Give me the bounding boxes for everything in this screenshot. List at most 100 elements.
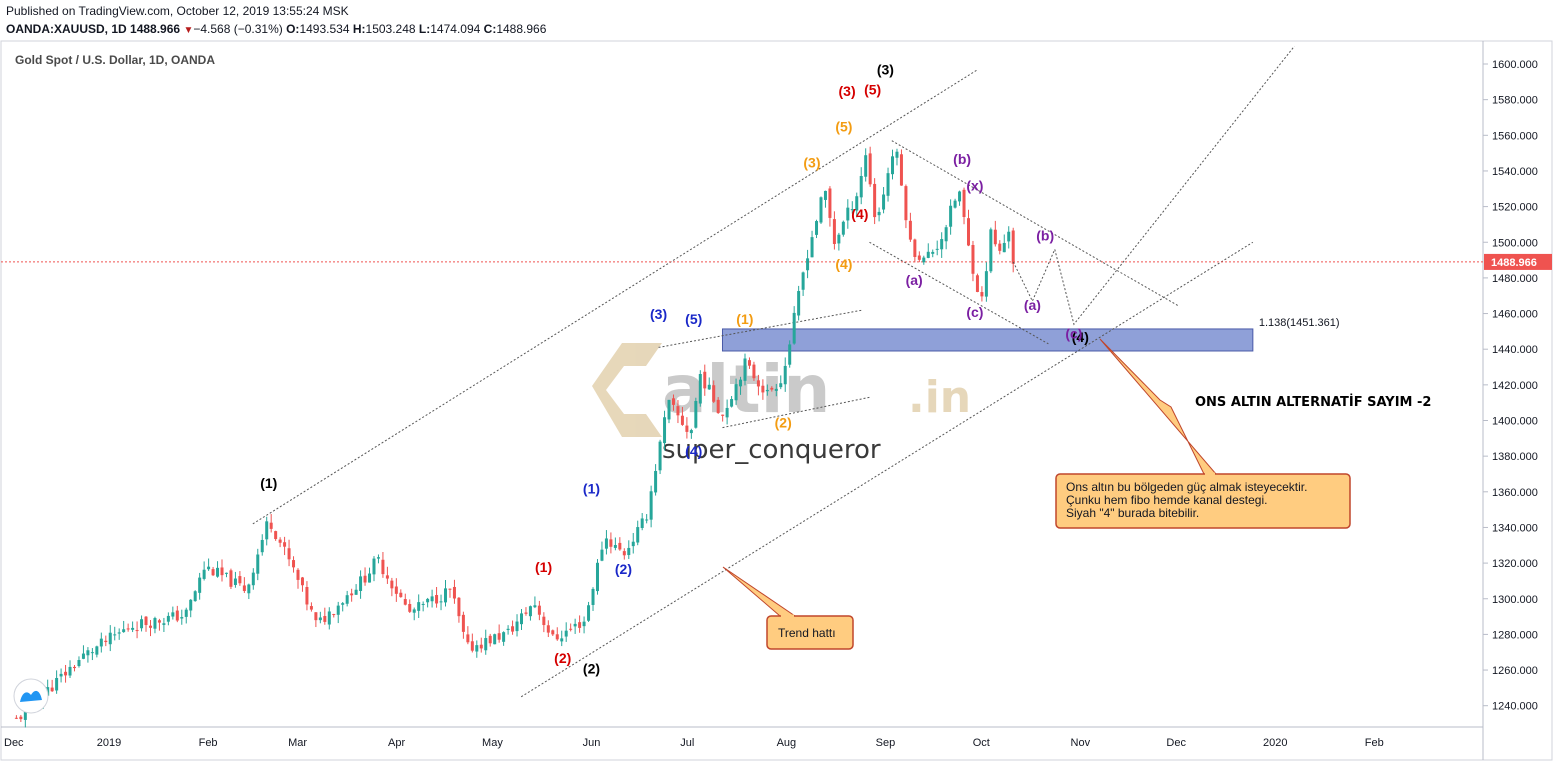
candle-body xyxy=(497,633,501,640)
candle-body xyxy=(926,251,930,258)
candle-body xyxy=(913,239,917,257)
candle-body xyxy=(756,380,760,387)
candle-body xyxy=(788,344,792,365)
candle-body xyxy=(806,258,810,271)
y-tick-label: 1280.000 xyxy=(1492,629,1538,641)
open-label: O: xyxy=(286,22,300,36)
pane-title: Gold Spot / U.S. Dollar, 1D, OANDA xyxy=(15,53,215,67)
wave-label: (4) xyxy=(685,443,702,459)
candle-body xyxy=(582,621,586,627)
wave-label: (1) xyxy=(736,311,753,327)
candle-body xyxy=(801,272,805,290)
wave-label: (3) xyxy=(877,62,894,78)
candle-body xyxy=(108,632,112,645)
candle-body xyxy=(774,388,778,391)
wave-label: (5) xyxy=(835,119,852,135)
fib-support-zone xyxy=(721,328,1254,352)
x-tick-label: Jun xyxy=(583,737,601,749)
candle-body xyxy=(484,638,488,651)
candle-body xyxy=(23,707,27,720)
candle-body xyxy=(502,632,506,642)
y-tick-label: 1480.000 xyxy=(1492,273,1538,285)
candle-body xyxy=(899,154,903,186)
candle-body xyxy=(461,614,465,632)
candle-body xyxy=(300,577,304,586)
candle-body xyxy=(117,632,121,634)
candle-body xyxy=(198,577,202,593)
trend-callout-text: Trend hattı xyxy=(778,626,836,640)
candle-body xyxy=(908,220,912,240)
candle-body xyxy=(627,547,631,556)
y-tick-label: 1560.000 xyxy=(1492,130,1538,142)
y-tick-label: 1300.000 xyxy=(1492,594,1538,606)
trend-callout[interactable]: Trend hattı xyxy=(722,566,854,650)
candle-body xyxy=(292,560,296,568)
y-tick-label: 1380.000 xyxy=(1492,451,1538,463)
candle-body xyxy=(533,605,537,608)
candle-body xyxy=(886,173,890,196)
candle-body xyxy=(403,599,407,605)
candle-body xyxy=(649,491,653,520)
candle-body xyxy=(891,156,895,175)
x-tick-label: Sep xyxy=(876,737,896,749)
change: −4.568 (−0.31%) xyxy=(193,22,283,36)
candle-body xyxy=(157,620,161,623)
price-chart[interactable]: 1600.000 1580.000 1560.000 1540.000 1520.000… xyxy=(0,40,1556,761)
wave-label: (1) xyxy=(583,481,600,497)
x-tick-label: Jul xyxy=(680,737,694,749)
candle-body xyxy=(274,531,278,540)
wave-label: (1) xyxy=(260,475,277,491)
candle-body xyxy=(989,229,993,272)
wave-label: (1) xyxy=(535,559,552,575)
open-value: 1493.534 xyxy=(299,22,350,36)
y-tick-label: 1500.000 xyxy=(1492,237,1538,249)
candle-body xyxy=(184,609,188,617)
candle-body xyxy=(631,541,635,547)
candle-body xyxy=(949,205,953,227)
callout-line-2: Çunku hem fibo hemde kanal destegi. xyxy=(1066,493,1267,507)
candle-body xyxy=(372,558,376,575)
candle-body xyxy=(609,539,613,547)
candle-body xyxy=(922,257,926,263)
high-label: H: xyxy=(352,22,366,36)
candle-body xyxy=(341,603,345,605)
candle-body xyxy=(417,602,421,611)
candle-body xyxy=(412,609,416,613)
main-callout[interactable]: Ons altın bu bölgeden güç almak isteyece… xyxy=(1055,338,1351,529)
candle-body xyxy=(792,312,796,344)
candle-body xyxy=(475,645,479,652)
candle-body xyxy=(944,227,948,242)
wave-label: (4) xyxy=(851,206,868,222)
x-tick-label: May xyxy=(482,737,503,749)
main-callout-pointer xyxy=(1099,338,1218,475)
candle-body xyxy=(528,606,532,617)
x-tick-label: Dec xyxy=(1166,737,1186,749)
candle-body xyxy=(984,271,988,297)
candle-body xyxy=(211,569,215,576)
candle-body xyxy=(220,567,224,576)
wave-label: (2) xyxy=(615,561,632,577)
wave-label: (3) xyxy=(803,154,820,170)
wave-label: (2) xyxy=(583,661,600,677)
candle-body xyxy=(368,573,372,583)
candle-body xyxy=(765,389,769,392)
candle-body xyxy=(493,634,497,645)
candle-body xyxy=(663,417,667,444)
candle-body xyxy=(81,653,85,659)
candle-body xyxy=(314,612,318,621)
candle-body xyxy=(864,155,868,177)
candle-body xyxy=(381,559,385,575)
candle-body xyxy=(148,625,152,628)
candle-body xyxy=(193,591,197,602)
candle-body xyxy=(569,628,573,630)
candle-body xyxy=(86,650,90,656)
tradingview-logo-icon[interactable] xyxy=(13,678,49,714)
down-arrow-icon: ▼ xyxy=(183,25,194,36)
candle-body xyxy=(560,638,564,642)
candle-body xyxy=(524,612,528,614)
candle-body xyxy=(873,183,877,218)
candle-body xyxy=(658,441,662,471)
candle-body xyxy=(318,617,322,621)
x-tick-label: 2019 xyxy=(97,737,121,749)
candle-body xyxy=(546,625,550,633)
